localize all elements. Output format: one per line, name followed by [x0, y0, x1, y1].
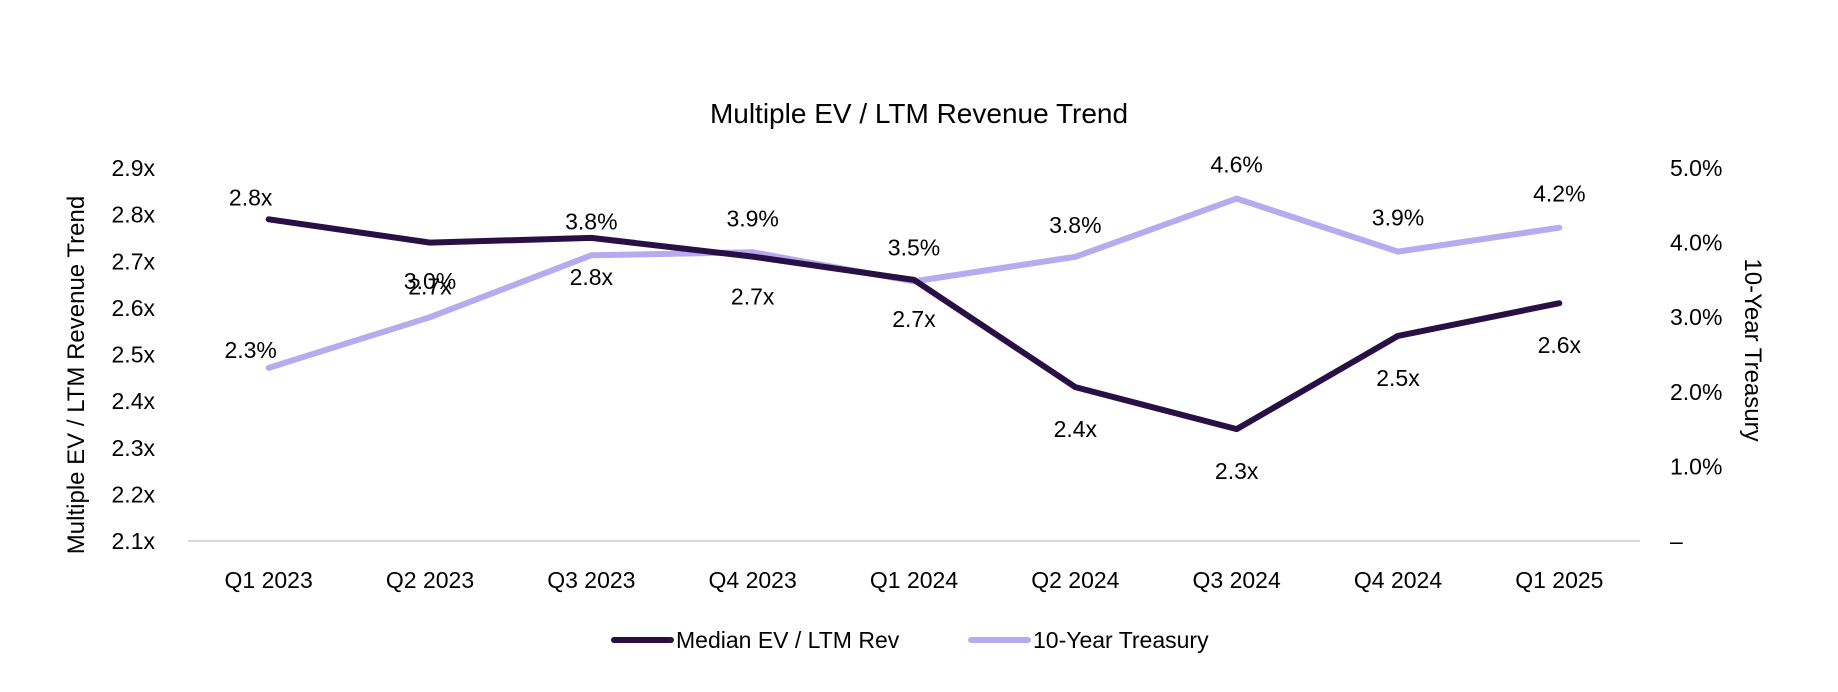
- x-tick-label: Q3 2023: [547, 567, 635, 593]
- y-tick-label: 2.9x: [112, 155, 156, 181]
- median-ev-line: [265, 216, 1563, 433]
- x-tick-label: Q3 2024: [1193, 567, 1281, 593]
- treasury-legend-label: 10-Year Treasury: [1033, 627, 1209, 653]
- treasury-data-label: 3.8%: [565, 208, 617, 234]
- x-tick-label: Q1 2023: [225, 567, 313, 593]
- y-tick-label: 2.1x: [112, 528, 156, 554]
- x-tick-label: Q4 2024: [1354, 567, 1442, 593]
- y2-axis-ticks: – 1.0% 2.0% 3.0% 4.0% 5.0%: [1670, 155, 1722, 554]
- y2-tick-label: 5.0%: [1670, 155, 1722, 181]
- x-tick-label: Q4 2023: [709, 567, 797, 593]
- median-ev-data-label: 2.7x: [892, 306, 936, 332]
- treasury-data-label: 4.6%: [1210, 152, 1262, 178]
- y2-tick-label: 1.0%: [1670, 453, 1722, 479]
- legend: Median EV / LTM Rev 10-Year Treasury: [611, 627, 1209, 653]
- treasury-data-label: 4.2%: [1533, 181, 1585, 207]
- treasury-data-label: 2.3%: [224, 337, 276, 363]
- median-ev-data-label: 2.3x: [1215, 458, 1259, 484]
- median-ev-data-label: 2.4x: [1054, 416, 1098, 442]
- y-tick-label: 2.7x: [112, 248, 156, 274]
- y-tick-label: 2.8x: [112, 202, 156, 228]
- y-tick-label: 2.3x: [112, 435, 156, 461]
- median-ev-data-label: 2.8x: [570, 264, 614, 290]
- y-tick-label: 2.5x: [112, 342, 156, 368]
- y-tick-label: 2.4x: [112, 388, 156, 414]
- median-ev-data-label: 2.7x: [731, 284, 775, 310]
- y2-tick-label: 2.0%: [1670, 379, 1722, 405]
- data-labels: 2.8x 2.7x 2.8x 2.7x 2.7x 2.4x 2.3x 2.5x 2.6x 2.3%…: [224, 152, 1585, 485]
- x-tick-label: Q2 2023: [386, 567, 474, 593]
- y-tick-label: 2.6x: [112, 295, 156, 321]
- treasury-data-label: 3.0%: [404, 268, 456, 294]
- chart-title: Multiple EV / LTM Revenue Trend: [710, 98, 1128, 129]
- y2-tick-label: 4.0%: [1670, 230, 1722, 256]
- y2-tick-label: 3.0%: [1670, 304, 1722, 330]
- treasury-data-label: 3.5%: [888, 234, 940, 260]
- median-ev-data-label: 2.6x: [1538, 332, 1582, 358]
- treasury-data-label: 3.9%: [1372, 205, 1424, 231]
- y-tick-label: 2.2x: [112, 481, 156, 507]
- y2-axis-title: 10-Year Treasury: [1739, 258, 1766, 441]
- x-tick-label: Q1 2024: [870, 567, 958, 593]
- x-axis-ticks: Q1 2023 Q2 2023 Q3 2023 Q4 2023 Q1 2024 Q2 20…: [225, 567, 1604, 593]
- x-tick-label: Q1 2025: [1515, 567, 1603, 593]
- series-lines: [265, 195, 1563, 433]
- treasury-data-label: 3.8%: [1049, 212, 1101, 238]
- y-axis-ticks: 2.1x 2.2x 2.3x 2.4x 2.5x 2.6x 2.7x 2.8x 2.9x: [112, 155, 156, 554]
- x-tick-label: Q2 2024: [1031, 567, 1119, 593]
- y-axis-title: Multiple EV / LTM Revenue Trend: [63, 196, 90, 554]
- median-ev-legend-label: Median EV / LTM Rev: [676, 627, 900, 653]
- treasury-data-label: 3.9%: [726, 205, 778, 231]
- y2-tick-label: –: [1670, 528, 1683, 554]
- median-ev-data-label: 2.5x: [1376, 365, 1420, 391]
- median-ev-data-label: 2.7x: [408, 274, 452, 300]
- median-ev-data-label: 2.8x: [229, 184, 273, 210]
